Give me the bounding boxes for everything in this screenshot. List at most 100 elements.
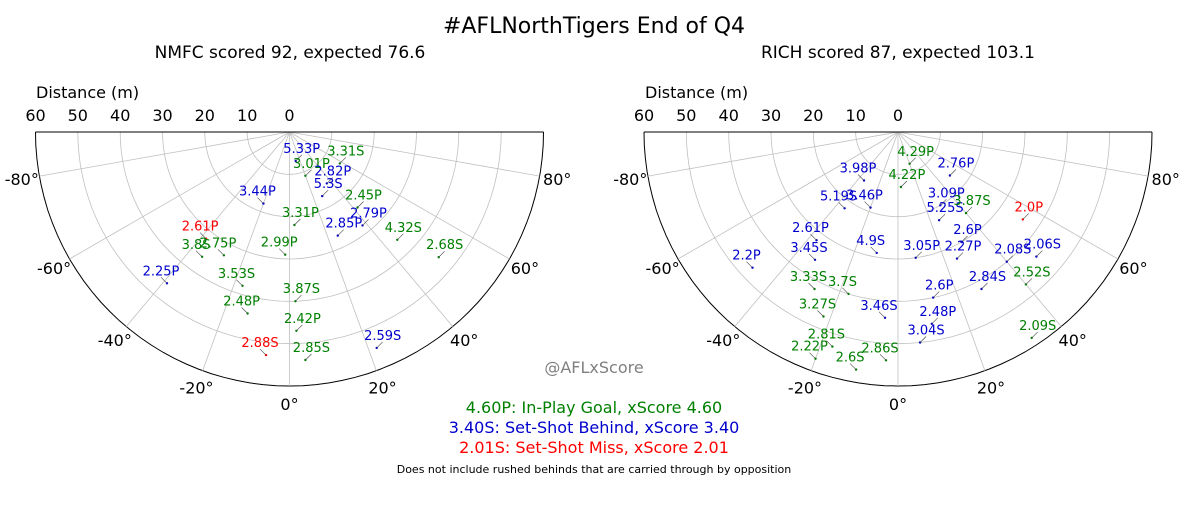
shot-label: 3.33S — [790, 270, 827, 285]
angle-gridline — [897, 131, 1062, 327]
shot-leader — [357, 201, 364, 208]
shot-leader — [296, 324, 303, 332]
rich-polar-chart: RICH scored 87, expected 103.1 Distance … — [613, 43, 1180, 414]
shot-leader — [938, 213, 946, 221]
distance-tick-label: 30 — [152, 106, 172, 125]
shot-label: 2.42P — [284, 312, 321, 327]
shot-label: 2.76P — [938, 157, 975, 172]
shot-label: 5.33P — [283, 142, 320, 157]
shot-label: 2.48P — [223, 295, 260, 310]
angle-tick-label: -40° — [706, 331, 740, 350]
shot-label: 3.98P — [840, 162, 877, 177]
nmfc-subtitle: NMFC scored 92, expected 76.6 — [155, 43, 426, 63]
angle-gridline — [810, 131, 899, 371]
shot-leader — [295, 294, 302, 302]
shot-label: 2.85P — [325, 217, 362, 232]
legend: 4.60P: In-Play Goal, xScore 4.60 3.40S: … — [449, 398, 740, 457]
distance-tick-label: 0 — [284, 106, 294, 125]
angle-gridline — [897, 131, 1119, 260]
shot-leader — [376, 341, 383, 349]
rich-subtitle: RICH scored 87, expected 103.1 — [761, 43, 1035, 63]
shot-leader — [241, 307, 248, 314]
shot-label: 4.32S — [385, 221, 422, 236]
shot-label: 3.44P — [239, 185, 276, 200]
shot-label: 2.2P — [732, 249, 761, 264]
shot-label: 3.7S — [828, 275, 857, 290]
shot-label: 2.09S — [1019, 319, 1056, 334]
angle-tick-label: -80° — [613, 170, 647, 189]
shot-leader — [1006, 255, 1014, 262]
angle-gridline — [897, 131, 1149, 177]
shot-label: 2.75P — [200, 236, 237, 251]
angle-tick-label: -20° — [788, 378, 822, 397]
shot-label: 2.61P — [792, 221, 829, 236]
shot-leader — [397, 233, 404, 241]
shot-label: 4.22P — [889, 168, 926, 183]
shot-leader — [295, 154, 302, 162]
shot-label: 3.8S — [182, 238, 211, 253]
shot-leader — [817, 310, 824, 317]
shot-leader — [961, 235, 968, 243]
shot-leader — [199, 232, 207, 239]
shot-leader — [305, 353, 312, 361]
angle-tick-label: -20° — [179, 378, 213, 397]
shot-label: 2.45P — [345, 189, 382, 204]
shot-label: 2.82P — [314, 164, 351, 179]
nmfc-distance-axis-label: Distance (m) — [36, 83, 139, 102]
angle-gridline — [125, 131, 290, 327]
angle-gridline — [69, 131, 290, 260]
shot-label: 4.29P — [897, 145, 934, 160]
shot-leader — [810, 233, 817, 241]
shot-leader — [949, 169, 957, 176]
shot-label: 2.27P — [945, 240, 982, 255]
shot-leader — [956, 252, 964, 259]
shot-leader — [849, 363, 857, 370]
shot-label: 2.52S — [1013, 265, 1050, 280]
distance-tick-label: 50 — [676, 106, 696, 125]
distance-tick-label: 50 — [68, 106, 88, 125]
distance-tick-label: 40 — [110, 106, 130, 125]
shot-label: 5.25S — [926, 201, 963, 216]
angle-gridline — [897, 131, 986, 371]
angle-tick-label: 40° — [450, 331, 478, 350]
shot-leader — [870, 246, 877, 254]
shot-label: 5.3S — [314, 177, 343, 192]
angle-tick-label: 20° — [368, 378, 396, 397]
shot-leader — [900, 180, 908, 188]
distance-tick-label: 20 — [803, 106, 823, 125]
shot-label: 3.87S — [283, 282, 320, 297]
legend-behind: 3.40S: Set-Shot Behind, xScore 3.40 — [449, 418, 740, 437]
shot-leader — [940, 199, 947, 206]
shot-leader — [294, 218, 301, 226]
distance-tick-label: 40 — [719, 106, 739, 125]
shot-label: 2.61P — [182, 220, 219, 235]
shot-leader — [337, 229, 345, 236]
distance-tick-label: 10 — [237, 106, 257, 125]
angle-gridline — [202, 131, 290, 371]
legend-goal: 4.60P: In-Play Goal, xScore 4.60 — [466, 398, 722, 417]
shot-leader — [746, 261, 753, 268]
distance-tick-label: 0 — [893, 106, 903, 125]
angle-tick-label: -60° — [646, 259, 680, 278]
shot-leader — [1022, 213, 1030, 220]
shot-leader — [257, 197, 264, 204]
angle-tick-label: -60° — [37, 259, 71, 278]
angle-tick-label: -40° — [98, 331, 132, 350]
shot-leader — [321, 189, 329, 197]
shot-label: 2.81S — [808, 328, 845, 343]
shot-label: 3.46S — [860, 299, 897, 314]
shot-label: 2.86S — [861, 341, 898, 356]
distance-tick-label: 60 — [25, 106, 45, 125]
shot-leader — [965, 206, 973, 214]
shot-label: 2.88S — [241, 336, 278, 351]
angle-tick-label: 20° — [977, 378, 1005, 397]
shot-leader — [1031, 331, 1038, 339]
shot-leader — [842, 287, 849, 295]
shot-label: 3.87S — [953, 194, 990, 209]
shot-label: 2.6S — [836, 351, 865, 366]
shot-label: 2.59S — [364, 329, 401, 344]
shot-label: 2.22P — [791, 340, 828, 355]
shot-label: 3.45S — [790, 241, 827, 256]
shot-label: 2.08S — [994, 243, 1031, 258]
shot-leader — [879, 354, 887, 361]
